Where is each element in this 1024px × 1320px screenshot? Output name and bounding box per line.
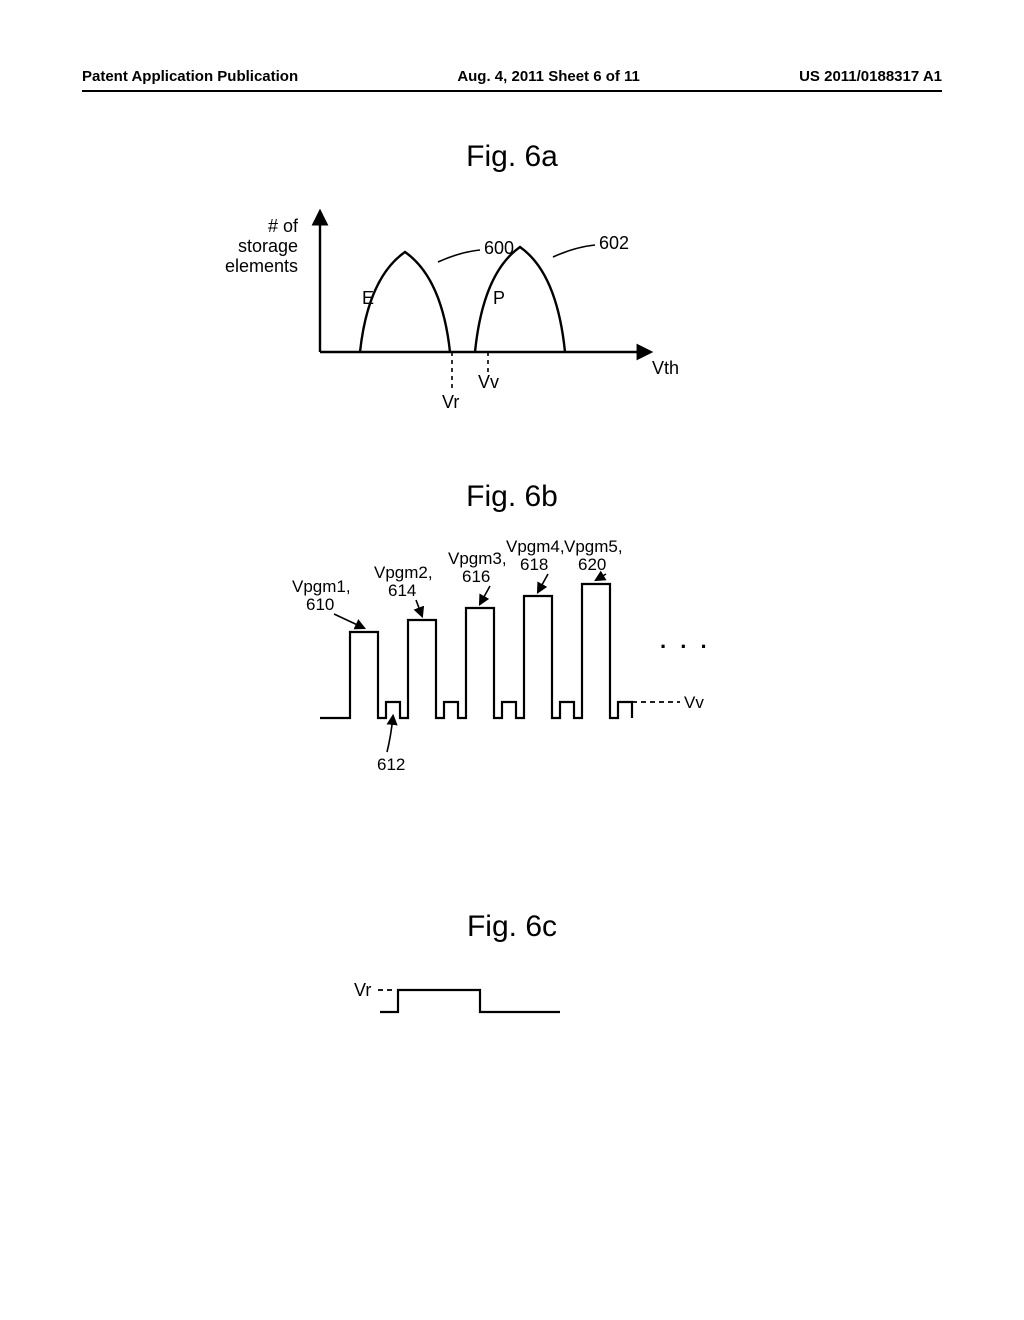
svg-text:Vth: Vth: [652, 358, 679, 378]
svg-text:612: 612: [377, 755, 405, 774]
svg-text:Vpgm2,: Vpgm2,: [374, 563, 433, 582]
fig-6c-title: Fig. 6c: [0, 910, 1024, 944]
svg-text:614: 614: [388, 581, 416, 600]
svg-text:Vr: Vr: [354, 980, 371, 1000]
fig-6a-title: Fig. 6a: [0, 140, 1024, 174]
svg-text:610: 610: [306, 595, 334, 614]
figure-6b: Fig. 6b Vv. . .Vpgm1,610Vpgm2,614Vpgm3,6…: [0, 480, 1024, 788]
header-left: Patent Application Publication: [82, 68, 298, 85]
svg-text:Vr: Vr: [442, 392, 459, 412]
svg-text:# of: # of: [268, 216, 299, 236]
svg-text:Vpgm1,: Vpgm1,: [292, 577, 351, 596]
svg-text:602: 602: [599, 233, 629, 253]
svg-text:600: 600: [484, 238, 514, 258]
header-divider: [82, 90, 942, 92]
header-right: US 2011/0188317 A1: [799, 68, 942, 85]
figure-6c: Fig. 6c Vr: [0, 910, 1024, 1048]
svg-text:616: 616: [462, 567, 490, 586]
svg-text:620: 620: [578, 555, 606, 574]
fig-6b-title: Fig. 6b: [0, 480, 1024, 514]
svg-text:storage: storage: [238, 236, 298, 256]
svg-text:P: P: [493, 288, 505, 308]
page-header: Patent Application Publication Aug. 4, 2…: [82, 68, 942, 85]
header-center: Aug. 4, 2011 Sheet 6 of 11: [457, 68, 640, 85]
svg-text:618: 618: [520, 555, 548, 574]
svg-text:E: E: [362, 288, 374, 308]
fig-6c-svg: Vr: [350, 968, 770, 1048]
svg-text:Vpgm5,: Vpgm5,: [564, 537, 623, 556]
fig-6a-svg: # ofstorageelements E P 600 602 Vr Vv Vth: [220, 192, 860, 422]
svg-text:Vpgm4,: Vpgm4,: [506, 537, 565, 556]
svg-text:Vv: Vv: [478, 372, 499, 392]
figure-6a: Fig. 6a # ofstorageelements E P 600 602 Vr Vv V…: [0, 140, 1024, 422]
svg-text:elements: elements: [225, 256, 298, 276]
svg-text:Vv: Vv: [684, 693, 704, 712]
svg-text:. . .: . . .: [660, 628, 711, 653]
svg-text:Vpgm3,: Vpgm3,: [448, 549, 507, 568]
fig-6b-svg: Vv . . . Vpgm1,610 Vpgm2,614 Vpgm3,616 Vpgm4,…: [230, 528, 870, 788]
